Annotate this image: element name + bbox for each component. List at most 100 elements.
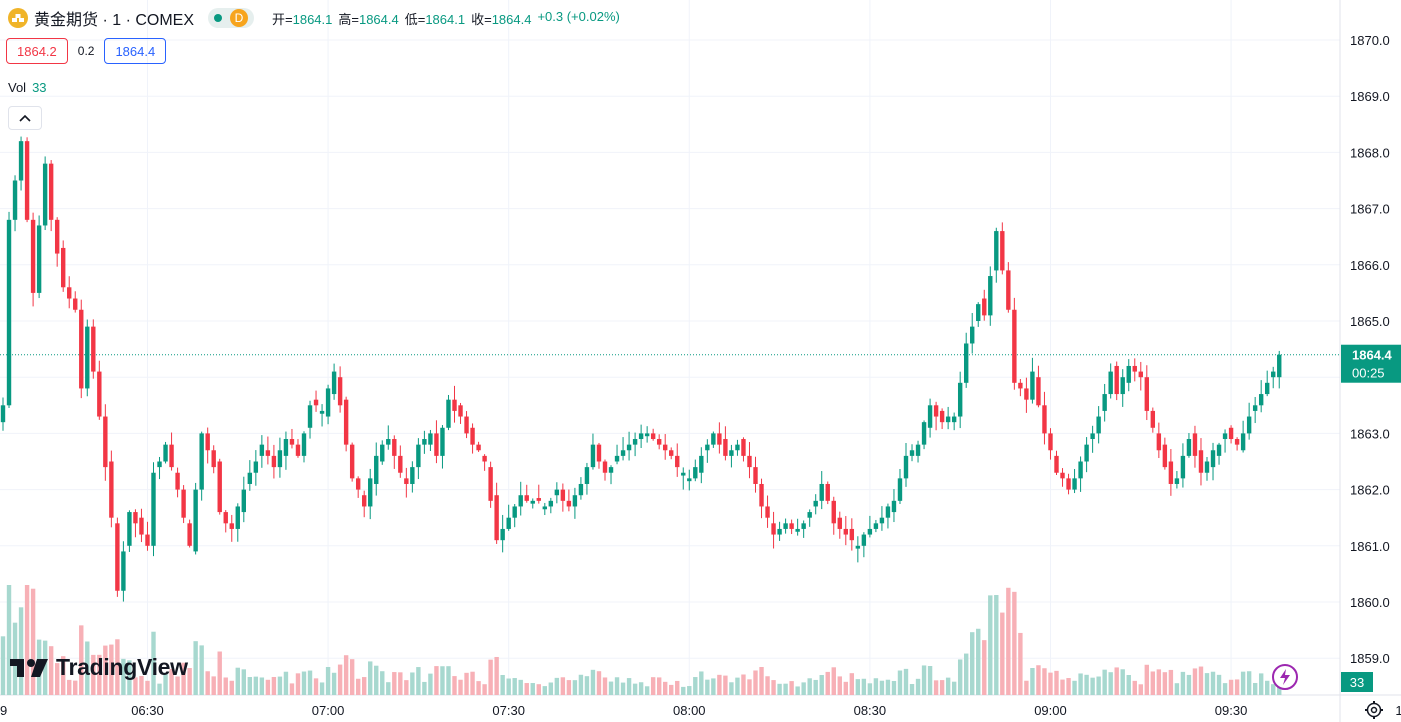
candle-body — [831, 500, 836, 524]
delayed-data-badge: D — [230, 9, 249, 27]
volume-bar — [1078, 673, 1083, 695]
candle-body — [1084, 444, 1089, 462]
time-tick-label: 08:00 — [673, 703, 706, 718]
volume-bar — [410, 672, 415, 695]
volume-bar — [1180, 671, 1186, 695]
volume-bar — [133, 677, 138, 695]
candle-body — [223, 512, 228, 524]
candle-body — [265, 450, 271, 456]
gold-symbol-icon — [8, 8, 28, 28]
candle-body — [1246, 416, 1252, 434]
volume-bar — [1120, 669, 1125, 695]
candle-body — [1102, 394, 1107, 411]
candle-body — [693, 467, 698, 479]
volume-bar — [1265, 680, 1270, 695]
candle-body — [524, 495, 529, 501]
volume-bar — [1222, 683, 1228, 695]
tradingview-logo-icon — [10, 658, 48, 677]
volume-bar — [879, 680, 885, 695]
volume-bar — [831, 667, 836, 695]
volume-bar — [193, 641, 198, 695]
candle-body — [554, 489, 560, 496]
candle-body — [632, 439, 638, 445]
candle-body — [795, 528, 800, 532]
volume-bar — [85, 641, 90, 695]
volume-bar — [578, 674, 584, 695]
bid-price-button[interactable]: 1864.2 — [6, 38, 68, 64]
candle-body — [1198, 450, 1204, 473]
candle-body — [753, 467, 758, 484]
candle-body — [608, 467, 614, 473]
volume-bar — [289, 683, 295, 695]
volume-bar — [6, 585, 12, 695]
candle-body — [590, 444, 596, 468]
candle-body — [337, 377, 343, 406]
volume-bar — [891, 680, 897, 695]
candle-body — [247, 472, 253, 484]
volume-bar — [127, 660, 132, 695]
volume-bar — [897, 670, 903, 695]
volume-bar — [1210, 671, 1216, 695]
candle-body — [741, 439, 746, 456]
tradingview-logo[interactable]: TradingView — [10, 654, 188, 681]
last-price-label: 1864.4 00:25 — [1341, 344, 1401, 383]
settings-gear-icon[interactable] — [1364, 700, 1384, 720]
volume-bar — [428, 673, 433, 695]
volume-bar — [675, 680, 680, 695]
quick-action-button[interactable] — [1272, 664, 1298, 690]
candle-body — [1090, 433, 1095, 440]
candle-body — [271, 455, 277, 468]
candle-body — [1222, 433, 1228, 440]
volume-bar — [253, 676, 259, 695]
time-tick-label: 09:00 — [1034, 703, 1067, 718]
candle-body — [1138, 371, 1143, 378]
volume-bar — [861, 678, 867, 695]
volume-bar — [229, 680, 234, 695]
volume-bar — [235, 667, 240, 695]
price-tick-label: 1859.0 — [1350, 651, 1390, 666]
candle-body — [163, 444, 168, 462]
candle-body — [994, 231, 999, 271]
volume-bar — [855, 679, 861, 695]
volume-bar — [349, 659, 355, 695]
time-tick-label: 09:30 — [1215, 703, 1248, 718]
volume-bar — [265, 679, 271, 695]
volume-bar — [1186, 674, 1192, 695]
candle-body — [349, 444, 355, 479]
volume-label: Vol — [8, 80, 27, 95]
volume-bar — [241, 669, 246, 695]
volume-bar — [109, 644, 114, 695]
candle-body — [1048, 433, 1053, 451]
market-status-pill[interactable]: D — [208, 8, 255, 28]
candle-body — [145, 534, 150, 546]
candlestick-series — [0, 136, 1282, 602]
volume-bar — [380, 671, 385, 695]
lightning-icon — [1280, 669, 1290, 685]
candle-body — [61, 247, 66, 288]
volume-bar — [1144, 664, 1149, 695]
candle-body — [6, 219, 12, 406]
symbol-title[interactable]: 黄金期货 · 1 · COMEX — [34, 12, 195, 29]
volume-bar — [482, 684, 487, 695]
volume-bar — [994, 595, 999, 695]
volume-bar — [103, 645, 108, 695]
price-axis[interactable]: 1870.0 1869.0 1868.0 1867.0 1866.0 1865.0 1864… — [1341, 33, 1401, 692]
volume-bar — [1138, 684, 1143, 695]
volume-bar — [951, 681, 957, 695]
time-tick-label: 07:30 — [492, 703, 525, 718]
volume-bar — [91, 654, 96, 695]
last-volume-label-bg — [1341, 672, 1373, 692]
volume-bar — [121, 658, 126, 695]
chevron-up-icon — [19, 114, 31, 122]
candle-body — [663, 444, 668, 451]
collapse-legend-button[interactable] — [8, 106, 42, 130]
candle-body — [1216, 444, 1222, 456]
ask-price-button[interactable]: 1864.4 — [104, 38, 167, 64]
volume-bar — [608, 681, 614, 695]
candle-body — [1018, 382, 1023, 389]
volume-bar — [355, 678, 361, 695]
time-axis[interactable]: 06:30 07:00 07:30 08:00 08:30 09:00 09:30 10:00… — [0, 703, 1401, 718]
volume-bar — [1006, 587, 1011, 695]
candle-body — [416, 444, 421, 468]
